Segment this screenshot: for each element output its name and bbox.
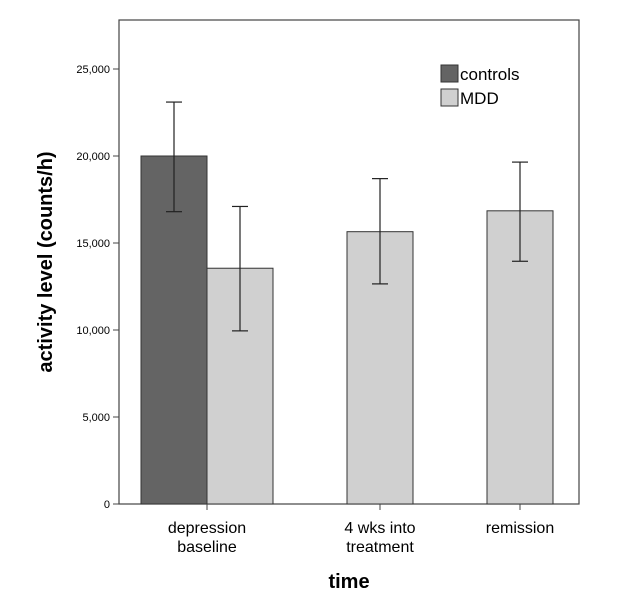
- x-tick-label: depression: [168, 520, 246, 537]
- x-tick-label: baseline: [177, 539, 237, 556]
- x-axis-label: time: [328, 571, 369, 593]
- y-tick-label: 25,000: [76, 64, 110, 76]
- legend-label-mdd: MDD: [460, 89, 499, 108]
- legend-label-controls: controls: [460, 65, 520, 84]
- x-tick-label: 4 wks into: [344, 520, 415, 537]
- y-tick-label: 0: [104, 499, 110, 511]
- y-tick-label: 20,000: [76, 151, 110, 163]
- y-tick-label: 5,000: [82, 412, 110, 424]
- x-tick-label: remission: [486, 520, 554, 537]
- y-tick-label: 10,000: [76, 325, 110, 337]
- legend-swatch-controls: [440, 64, 459, 83]
- bar-controls: [140, 155, 208, 505]
- y-tick-label: 15,000: [76, 238, 110, 250]
- x-tick-label: treatment: [346, 539, 414, 556]
- y-axis-label: activity level (counts/h): [35, 151, 57, 372]
- legend-swatch-mdd: [440, 88, 459, 107]
